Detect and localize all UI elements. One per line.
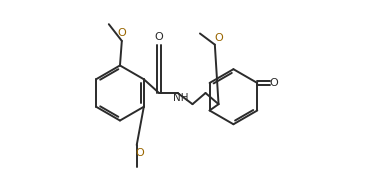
Text: O: O (270, 78, 278, 88)
Text: O: O (155, 32, 163, 42)
Text: O: O (135, 147, 144, 158)
Text: NH: NH (173, 93, 189, 103)
Text: O: O (215, 33, 223, 43)
Text: O: O (118, 28, 126, 39)
